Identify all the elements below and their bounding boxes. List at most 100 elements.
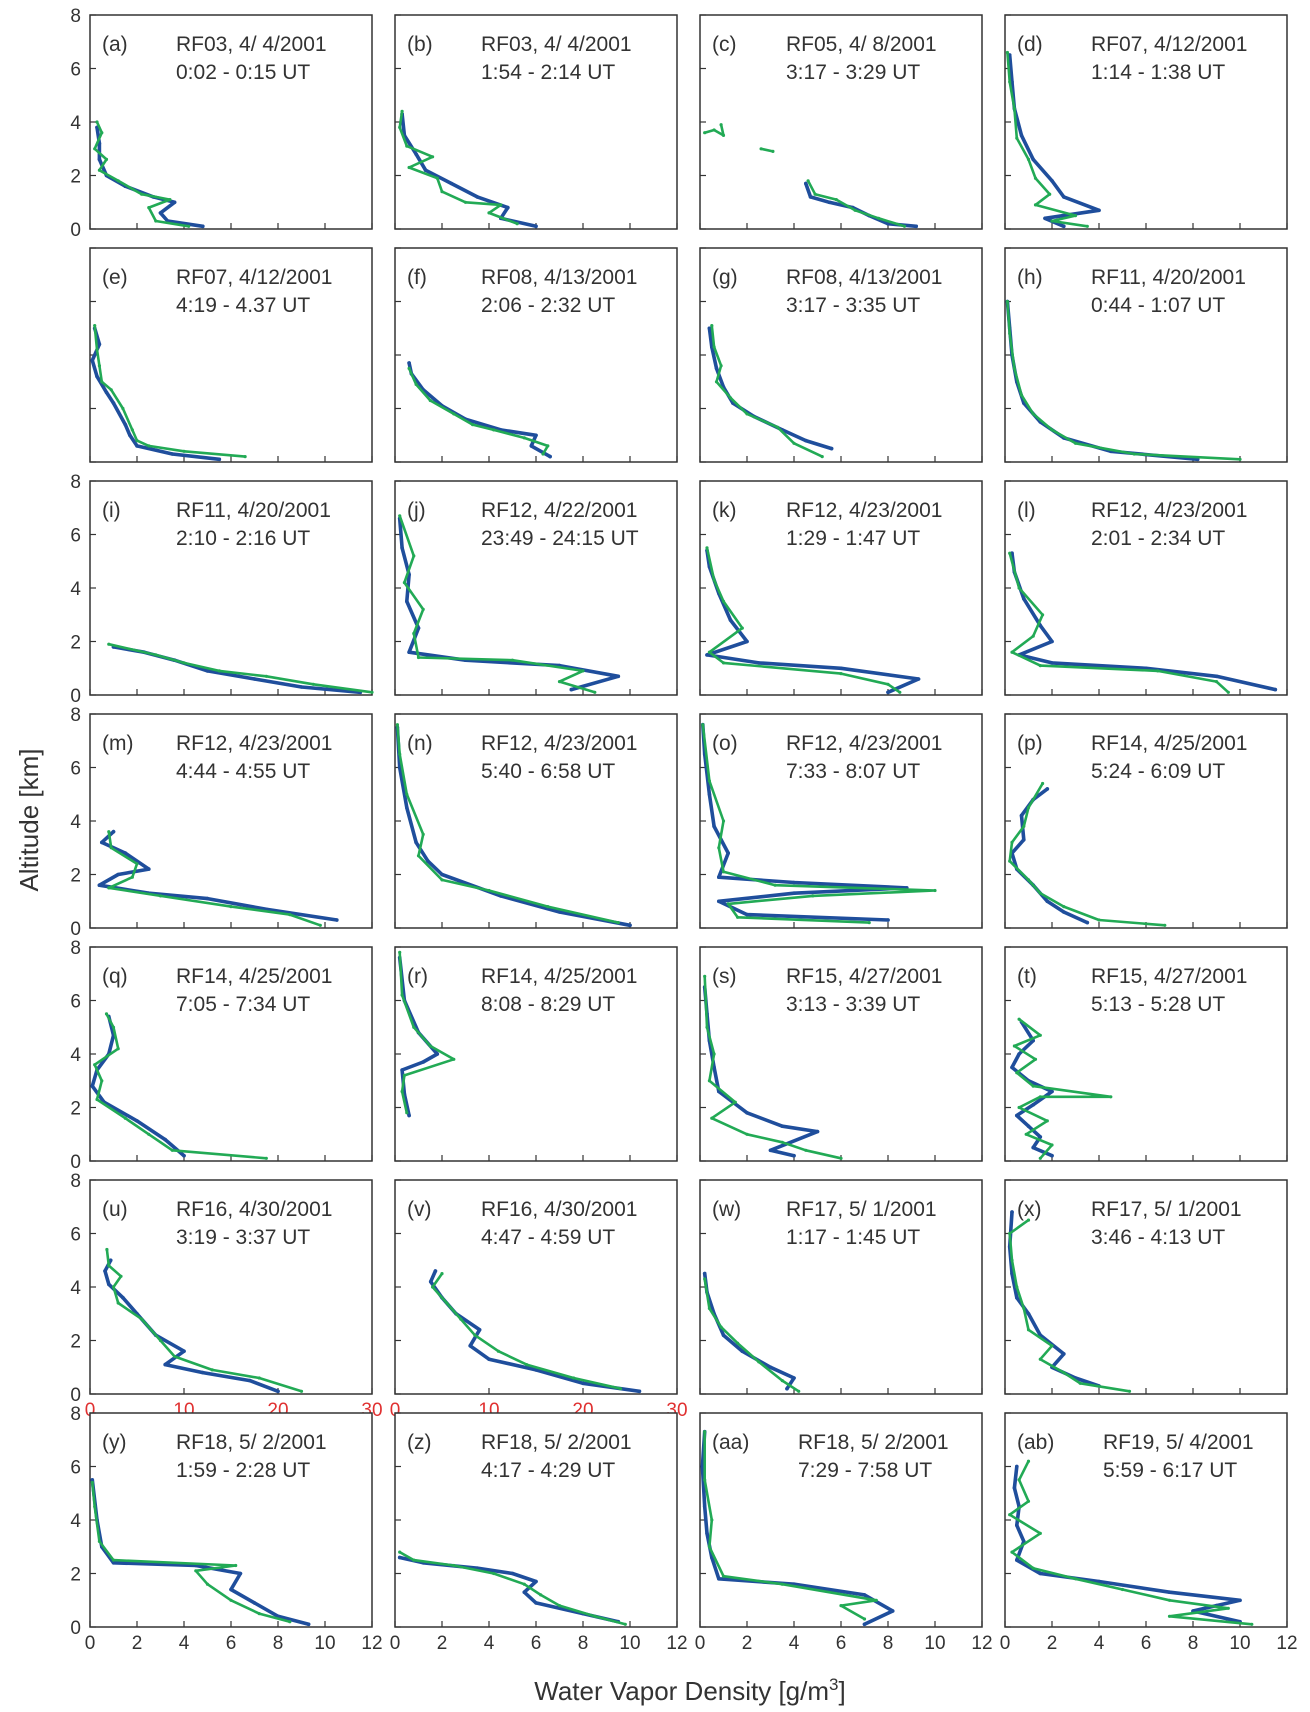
panel-frame (1004, 713, 1288, 929)
panel-time: 1:17 - 1:45 UT (786, 1226, 920, 1249)
data-point (1097, 1579, 1101, 1584)
panel-frame (89, 247, 373, 463)
data-point (111, 829, 116, 834)
data-point (440, 878, 444, 882)
panel: 0 2 4 6 8 (i) RF11, 4/20/2001 2:10 - 2:16 UT (70, 472, 374, 707)
data-point (780, 1124, 785, 1128)
data-point (1033, 1057, 1038, 1061)
data-point (147, 206, 151, 210)
data-point (1015, 1285, 1019, 1289)
panel-time: 3:46 - 4:13 UT (1091, 1226, 1225, 1249)
data-point (1026, 157, 1031, 161)
data-point (546, 905, 550, 909)
data-point (548, 454, 552, 459)
data-point (707, 779, 712, 783)
data-point (1015, 136, 1019, 140)
y-tick-label: 6 (70, 1458, 81, 1479)
data-point (154, 219, 158, 223)
data-point (400, 546, 404, 550)
panel-flight: RF07, 4/12/2001 (176, 266, 332, 289)
y-tick-label: 2 (70, 866, 81, 887)
data-point (1038, 1571, 1043, 1576)
data-point (412, 631, 416, 636)
panel-frame (1004, 1412, 1288, 1628)
data-point (288, 1620, 292, 1624)
data-point (1050, 1153, 1054, 1158)
data-point (1022, 1306, 1026, 1310)
data-point (721, 1333, 726, 1337)
panel: (e) RF07, 4/12/2001 4:19 - 4.37 UT (89, 247, 373, 463)
data-point (100, 1079, 104, 1083)
data-point (1097, 208, 1101, 213)
data-point (128, 433, 132, 438)
data-point (1008, 1513, 1012, 1517)
data-point (1015, 1113, 1019, 1118)
data-point (1109, 1095, 1113, 1099)
data-point (804, 181, 808, 186)
panel: (o) RF12, 4/23/2001 7:33 - 8:07 UT (699, 713, 983, 929)
panel-flight: RF18, 5/ 2/2001 (798, 1431, 949, 1454)
data-point (1008, 1231, 1012, 1236)
data-point (463, 200, 468, 204)
data-point (1015, 1464, 1019, 1469)
panel: 0 2 4 6 8 10 12 (ab) RF19, 5/ 4/2001 5:59 - 6:17 … (1000, 1412, 1298, 1654)
data-point (557, 910, 562, 914)
panel: (b) RF03, 4/ 4/2001 1:54 - 2:14 UT (394, 14, 678, 230)
x-tick-label: 0 (1000, 1633, 1011, 1654)
data-point (829, 446, 834, 451)
data-point (702, 1504, 707, 1509)
panel-flight: RF08, 4/13/2001 (481, 266, 637, 289)
panel-flight: RF14, 4/25/2001 (1091, 732, 1247, 755)
panel-time: 4:44 - 4:55 UT (176, 760, 310, 783)
data-point (736, 1341, 740, 1345)
data-point (487, 1357, 491, 1361)
data-point (407, 165, 411, 170)
data-point (111, 1561, 116, 1565)
y-tick-label: 0 (70, 1618, 81, 1639)
data-point (534, 224, 538, 229)
data-point (834, 198, 838, 202)
x-tick-label: 12 (361, 1633, 382, 1654)
data-point (728, 618, 733, 622)
data-point (412, 1025, 416, 1029)
panel-tag: (p) (1017, 732, 1043, 755)
panel-tag: (aa) (712, 1431, 749, 1454)
series-line-green (91, 1481, 292, 1623)
data-point (700, 1464, 705, 1469)
data-point (710, 1518, 714, 1522)
data-point (745, 639, 749, 644)
y-tick-label: 8 (70, 472, 81, 493)
data-point (792, 1376, 796, 1380)
data-point (135, 444, 139, 448)
panel: 0 2 4 6 8 (a) RF03, 4/ 4/2001 0:02 - 0:15 UT (70, 6, 373, 241)
data-point (1008, 332, 1012, 336)
data-point (487, 211, 491, 215)
data-point (886, 918, 890, 922)
data-point (405, 792, 409, 796)
data-point (264, 1156, 268, 1160)
data-point (707, 792, 712, 797)
panel-frame (699, 14, 983, 230)
x-tick-label: 8 (883, 1633, 894, 1654)
data-point (111, 401, 116, 405)
data-point (154, 653, 158, 657)
data-point (449, 181, 454, 186)
data-point (1062, 1371, 1066, 1375)
panel: (g) RF08, 4/13/2001 3:17 - 3:35 UT (699, 247, 983, 463)
data-point (733, 1100, 737, 1104)
data-point (229, 1598, 233, 1602)
data-point (107, 642, 111, 646)
data-point (492, 428, 496, 432)
data-point (243, 455, 247, 459)
data-point (1026, 1124, 1031, 1128)
data-point (414, 840, 418, 845)
panel-flight: RF12, 4/23/2001 (176, 732, 332, 755)
data-point (170, 1148, 174, 1152)
x-tick-label: 6 (226, 1633, 237, 1654)
data-point (182, 661, 186, 665)
data-point (135, 439, 139, 443)
panel-flight: RF03, 4/ 4/2001 (481, 33, 632, 56)
data-point (721, 133, 726, 137)
panel-time: 3:17 - 3:29 UT (786, 61, 920, 84)
panel-frame (1004, 480, 1288, 696)
